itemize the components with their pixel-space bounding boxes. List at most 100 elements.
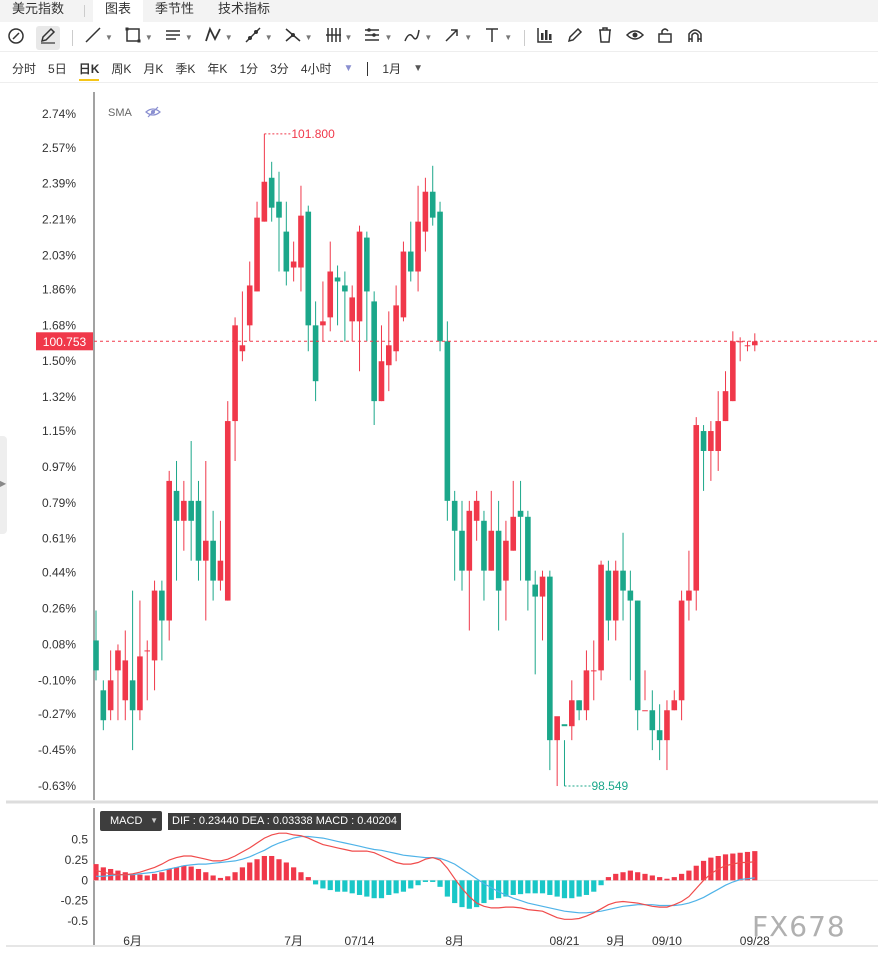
candle-body <box>708 431 714 451</box>
candle-body <box>473 500 480 521</box>
macd-histogram-bar <box>195 868 202 881</box>
trash-icon <box>595 25 615 50</box>
candle-body <box>737 341 743 343</box>
period-monthly-k[interactable]: 月K <box>143 61 164 76</box>
candle-body <box>422 191 429 232</box>
candle-body <box>532 584 538 597</box>
candle-body <box>583 670 590 711</box>
candle-body <box>107 680 114 711</box>
eye-button[interactable] <box>625 26 645 50</box>
gann-button[interactable]: ▼ <box>362 26 392 50</box>
candle-body <box>261 181 268 222</box>
macd-histogram-bar <box>203 872 209 881</box>
lock-button[interactable] <box>655 26 675 50</box>
macd-histogram-bar <box>166 868 172 881</box>
macd-histogram-bar <box>437 880 443 887</box>
y-tick-label: 2.74% <box>42 107 76 121</box>
macd-histogram-bar <box>657 877 663 881</box>
macd-histogram-bar <box>283 862 289 881</box>
magnet-button[interactable] <box>685 26 705 50</box>
period-more-chevron-icon[interactable]: ▼ <box>343 63 354 74</box>
cursor-mode-button[interactable] <box>6 26 26 50</box>
candle-body <box>232 325 238 422</box>
tab-seasonality[interactable]: 季节性 <box>155 1 195 16</box>
tab-chart[interactable]: 图表 <box>93 0 144 22</box>
macd-histogram-bar <box>744 851 751 881</box>
candle-body <box>437 211 443 342</box>
macd-histogram-bar <box>430 880 436 882</box>
candle-body <box>400 251 407 318</box>
chevron-down-icon: ▼ <box>504 33 513 42</box>
candle-body <box>246 285 253 326</box>
candle-body <box>539 576 546 597</box>
macd-histogram-bar <box>320 880 326 889</box>
cross-line-button[interactable]: ▼ <box>283 26 313 50</box>
macd-histogram-bar <box>239 867 245 881</box>
period-3-min[interactable]: 3分 <box>270 61 289 76</box>
sma-visibility-icon[interactable] <box>145 106 161 118</box>
period-quarterly-k[interactable]: 季K <box>175 61 196 76</box>
macd-histogram-bar <box>247 862 253 881</box>
candle-body <box>181 500 187 521</box>
range-chevron-down-icon[interactable]: ▼ <box>413 63 423 74</box>
candle-body <box>503 540 509 581</box>
period-yearly-k[interactable]: 年K <box>207 61 228 76</box>
y-tick-label: 0.79% <box>42 496 76 510</box>
arrow-button[interactable]: ▼ <box>442 26 472 50</box>
period-5-day[interactable]: 5日 <box>48 61 67 76</box>
cross-line-icon <box>283 25 303 50</box>
ray-line-button[interactable]: ▼ <box>243 26 273 50</box>
brush-button[interactable]: ▼ <box>402 26 432 50</box>
macd-histogram-bar <box>693 865 699 881</box>
macd-histogram-bar <box>159 872 165 881</box>
period-4-hour[interactable]: 4小时 <box>300 61 332 76</box>
trend-line-button[interactable]: ▼ <box>83 26 113 50</box>
period-daily-k[interactable]: 日K <box>78 57 100 81</box>
x-tick-label: 9月 <box>606 934 625 948</box>
period-divider <box>367 61 369 76</box>
gann-icon <box>362 25 382 50</box>
tab-dollar-index[interactable]: 美元指数 <box>12 1 65 16</box>
current-price-label: 100.753 <box>43 335 87 349</box>
tab-divider <box>84 5 86 17</box>
y-tick-label: -0.10% <box>38 673 76 687</box>
y-tick-label: 2.03% <box>42 249 76 263</box>
tab-technical-indicators[interactable]: 技术指标 <box>218 1 271 16</box>
macd-histogram-bar <box>730 853 736 881</box>
macd-histogram-bar <box>591 880 597 892</box>
candle-body <box>664 710 670 741</box>
macd-histogram-bar <box>291 867 297 881</box>
period-intraday[interactable]: 分时 <box>12 61 37 76</box>
pencil-draw-button[interactable] <box>36 25 60 50</box>
macd-histogram-bar <box>130 873 136 881</box>
macd-histogram-bar <box>517 880 524 895</box>
period-1-min[interactable]: 1分 <box>239 61 259 76</box>
pattern-button[interactable]: ▼ <box>203 26 233 50</box>
candle-body <box>203 540 209 561</box>
period-weekly-k[interactable]: 周K <box>111 61 132 76</box>
edit-button[interactable] <box>565 26 585 50</box>
parallel-lines-button[interactable]: ▼ <box>163 26 193 50</box>
range-selector[interactable]: 1月 <box>382 61 402 76</box>
macd-histogram-bar <box>722 854 729 881</box>
macd-indicator-selector[interactable]: MACD ▼ <box>100 811 162 831</box>
indicator-button[interactable] <box>535 26 555 50</box>
candle-body <box>276 201 282 218</box>
chevron-down-icon: ▼ <box>184 33 193 42</box>
rectangle-button[interactable]: ▼ <box>123 26 153 50</box>
macd-histogram-bar <box>700 860 707 881</box>
y-tick-label: 2.21% <box>42 213 76 227</box>
candle-body <box>429 191 436 218</box>
fibonacci-button[interactable]: ▼ <box>323 26 353 50</box>
trend-line-icon <box>83 25 103 50</box>
chevron-down-icon: ▼ <box>344 33 353 42</box>
sidebar-expand-handle[interactable]: ▶ <box>0 436 7 534</box>
macd-histogram-bar <box>715 855 721 881</box>
candle-body <box>137 656 143 711</box>
macd-histogram-bar <box>144 875 150 881</box>
y-tick-label: 2.57% <box>42 141 76 155</box>
text-tool-button[interactable]: ▼ <box>482 26 512 50</box>
trash-button[interactable] <box>595 26 615 50</box>
candle-body <box>298 215 304 268</box>
macd-histogram-bar <box>313 880 319 885</box>
